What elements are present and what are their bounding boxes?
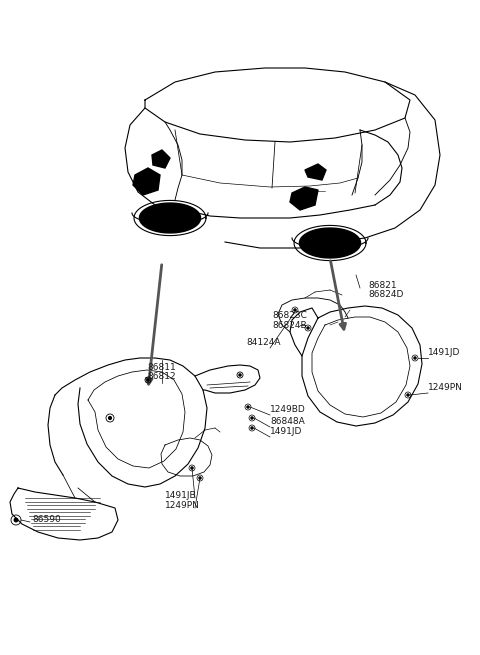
Text: 1249PN: 1249PN [428,383,463,392]
Circle shape [414,357,416,359]
Text: 86811: 86811 [148,363,176,372]
Text: 86590: 86590 [32,515,61,524]
Text: 86824B: 86824B [272,321,307,330]
Text: 1249PN: 1249PN [165,501,200,510]
Circle shape [239,374,241,376]
Text: 1249BD: 1249BD [270,405,306,414]
Circle shape [307,327,309,329]
Text: 1491JD: 1491JD [428,348,460,357]
Circle shape [14,518,18,522]
Text: 1491JB: 1491JB [165,491,197,500]
Polygon shape [290,187,318,210]
Circle shape [191,467,193,469]
Polygon shape [300,228,360,258]
Circle shape [251,427,253,429]
Text: 86823C: 86823C [272,311,307,320]
Text: 86824D: 86824D [368,290,403,299]
Text: 86848A: 86848A [270,417,305,426]
Polygon shape [133,168,160,195]
Circle shape [247,406,249,408]
Circle shape [294,309,296,311]
Circle shape [251,417,253,419]
Circle shape [407,394,409,396]
Text: 86812: 86812 [148,372,176,381]
Circle shape [199,477,201,479]
Polygon shape [152,150,170,168]
Text: 86821: 86821 [368,281,396,290]
Circle shape [108,417,111,419]
Polygon shape [305,164,326,180]
Text: 84124A: 84124A [246,338,280,347]
Text: 1491JD: 1491JD [270,427,302,436]
Polygon shape [140,203,201,233]
Circle shape [147,379,149,381]
